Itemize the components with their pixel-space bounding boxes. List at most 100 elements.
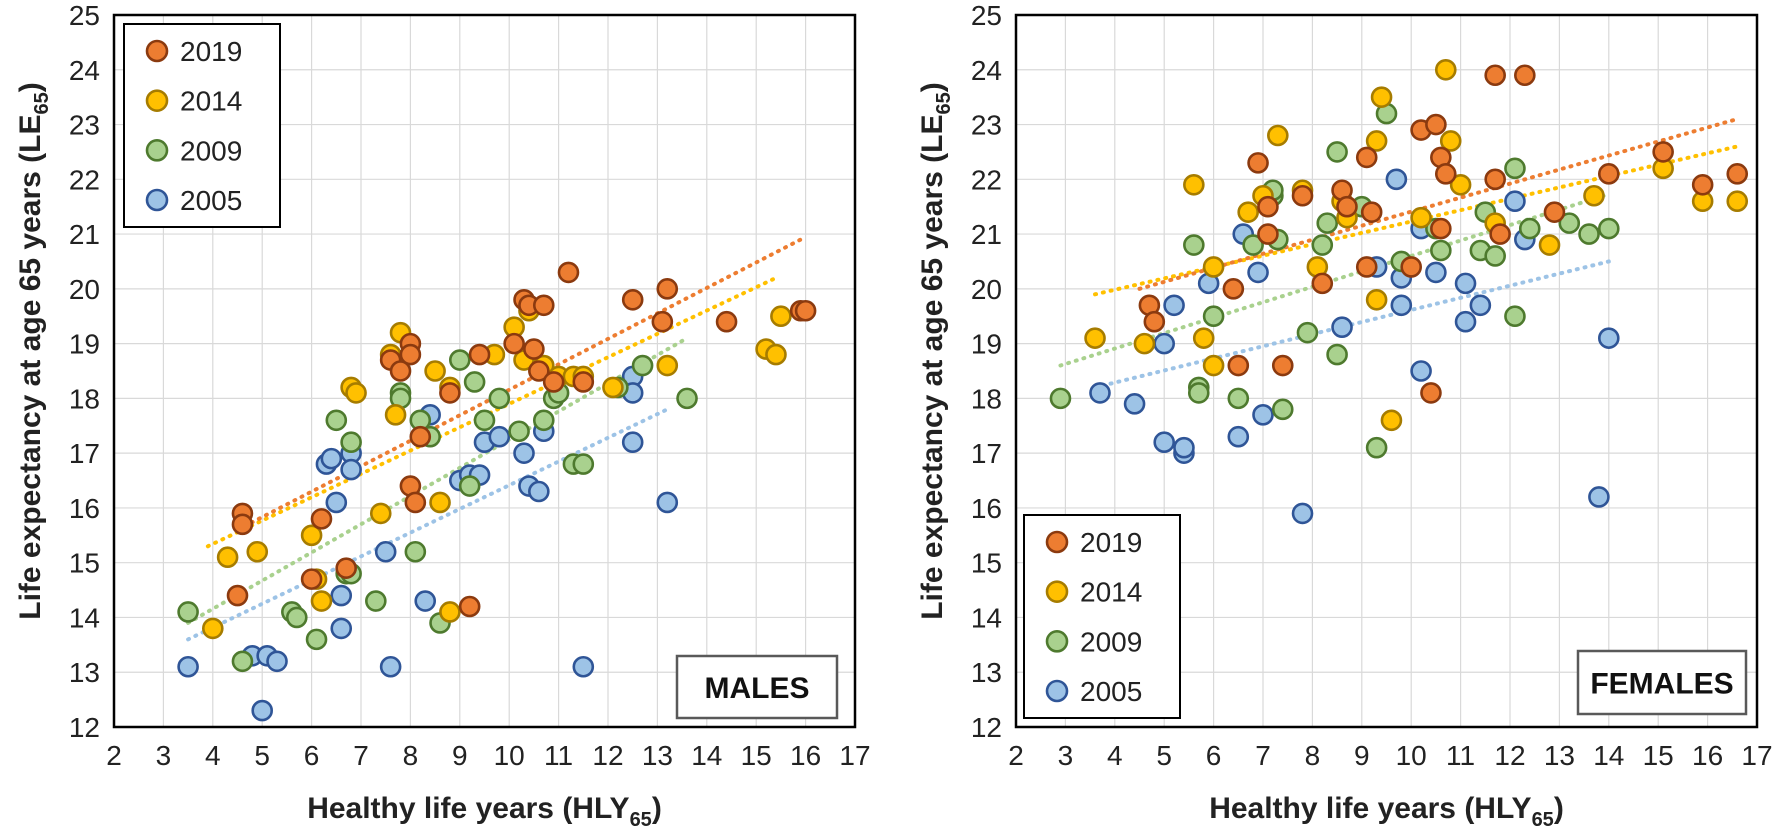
data-point-2005[interactable] [1598,327,1620,349]
data-point-2005[interactable] [320,447,343,470]
data-point-2009[interactable] [572,453,595,475]
data-point-2019[interactable] [389,360,412,382]
data-point-2019[interactable] [1691,173,1714,196]
legend-item-2009[interactable]: 2009 [1045,626,1142,657]
data-point-2009[interactable] [1326,343,1348,366]
data-point-2019[interactable] [1355,256,1378,278]
legend-item-2005[interactable]: 2005 [1045,676,1142,707]
data-point-2005[interactable] [1385,168,1408,191]
data-point-2014[interactable] [1267,124,1289,147]
legend-item-2014[interactable]: 2014 [145,86,242,117]
data-point-2005[interactable] [488,425,511,448]
data-point-2014[interactable] [369,502,392,525]
data-point-2019[interactable] [226,584,249,607]
data-point-2019[interactable] [715,310,738,333]
data-point-2009[interactable] [532,409,555,432]
data-point-2014[interactable] [1410,206,1432,229]
data-point-2019[interactable] [1143,310,1166,333]
data-point-2019[interactable] [1543,201,1566,223]
data-point-2019[interactable] [794,299,817,322]
data-point-2019[interactable] [399,343,422,366]
data-point-2005[interactable] [1588,486,1610,508]
data-point-2019[interactable] [458,595,481,618]
data-point-2019[interactable] [1257,195,1279,218]
legend-item-2009[interactable]: 2009 [145,135,242,166]
data-point-2014[interactable] [300,524,323,547]
data-point-2005[interactable] [1454,310,1477,333]
data-point-2005[interactable] [414,590,437,612]
data-point-2014[interactable] [345,382,367,404]
data-point-2009[interactable] [1484,245,1506,267]
data-point-2019[interactable] [1726,163,1749,185]
data-point-2005[interactable] [513,442,535,464]
data-point-2019[interactable] [1400,256,1422,278]
data-point-2009[interactable] [1202,305,1225,328]
data-point-2009[interactable] [325,409,348,432]
data-point-2009[interactable] [1598,217,1620,240]
data-point-2019[interactable] [1434,163,1457,185]
data-point-2009[interactable] [305,628,328,651]
legend-item-2005[interactable]: 2005 [145,185,242,216]
data-point-2014[interactable] [1237,201,1259,223]
data-point-2019[interactable] [1271,354,1294,377]
data-point-2009[interactable] [1365,436,1388,459]
data-point-2014[interactable] [1192,327,1215,349]
data-point-2014[interactable] [310,590,333,612]
data-point-2019[interactable] [310,508,333,530]
data-point-2009[interactable] [676,387,698,410]
data-point-2005[interactable] [251,699,274,722]
data-point-2009[interactable] [1311,234,1334,256]
data-point-2019[interactable] [1247,152,1269,174]
data-point-2019[interactable] [1598,163,1620,185]
data-point-2005[interactable] [379,655,402,678]
data-point-2009[interactable] [1242,234,1264,256]
data-point-2009[interactable] [631,354,654,377]
data-point-2019[interactable] [409,425,432,448]
data-point-2009[interactable] [340,431,362,454]
data-point-2019[interactable] [523,338,545,360]
data-point-2005[interactable] [1469,294,1492,317]
data-point-2019[interactable] [621,288,644,311]
data-point-2005[interactable] [1390,294,1413,317]
data-point-2014[interactable] [1583,184,1605,207]
data-point-2005[interactable] [340,458,362,481]
data-point-2014[interactable] [1380,409,1403,432]
data-point-2005[interactable] [1153,431,1175,454]
data-point-2009[interactable] [1578,223,1600,245]
data-point-2009[interactable] [1326,141,1348,163]
data-point-2019[interactable] [1430,217,1452,240]
data-point-2005[interactable] [1331,316,1353,338]
data-point-2005[interactable] [266,650,288,673]
data-point-2005[interactable] [1247,261,1269,284]
data-point-2009[interactable] [448,349,471,371]
data-point-2014[interactable] [602,376,624,399]
data-point-2009[interactable] [1183,234,1205,256]
legend-item-2019[interactable]: 2019 [1045,527,1142,558]
data-point-2009[interactable] [1504,305,1526,328]
data-point-2005[interactable] [1163,294,1185,317]
data-point-2019[interactable] [1652,141,1674,163]
data-point-2019[interactable] [300,568,323,590]
data-point-2014[interactable] [1365,130,1388,152]
legend-item-2014[interactable]: 2014 [1045,577,1142,608]
data-point-2019[interactable] [1420,382,1442,404]
data-point-2009[interactable] [285,606,308,629]
data-point-2009[interactable] [1316,212,1339,234]
data-point-2009[interactable] [365,590,387,612]
data-point-2014[interactable] [429,491,451,514]
data-point-2019[interactable] [532,294,555,317]
data-point-2019[interactable] [542,371,565,393]
data-point-2009[interactable] [488,387,511,410]
data-point-2019[interactable] [468,343,491,366]
data-point-2019[interactable] [335,557,357,579]
data-point-2019[interactable] [1484,64,1506,87]
data-point-2019[interactable] [1336,195,1358,218]
data-point-2009[interactable] [1430,239,1452,262]
data-point-2009[interactable] [1518,217,1541,240]
data-point-2009[interactable] [1187,382,1210,404]
data-point-2014[interactable] [1370,86,1393,108]
data-point-2014[interactable] [1449,173,1472,196]
data-point-2005[interactable] [1123,393,1146,415]
data-point-2019[interactable] [1425,113,1447,136]
data-point-2014[interactable] [1434,58,1457,81]
